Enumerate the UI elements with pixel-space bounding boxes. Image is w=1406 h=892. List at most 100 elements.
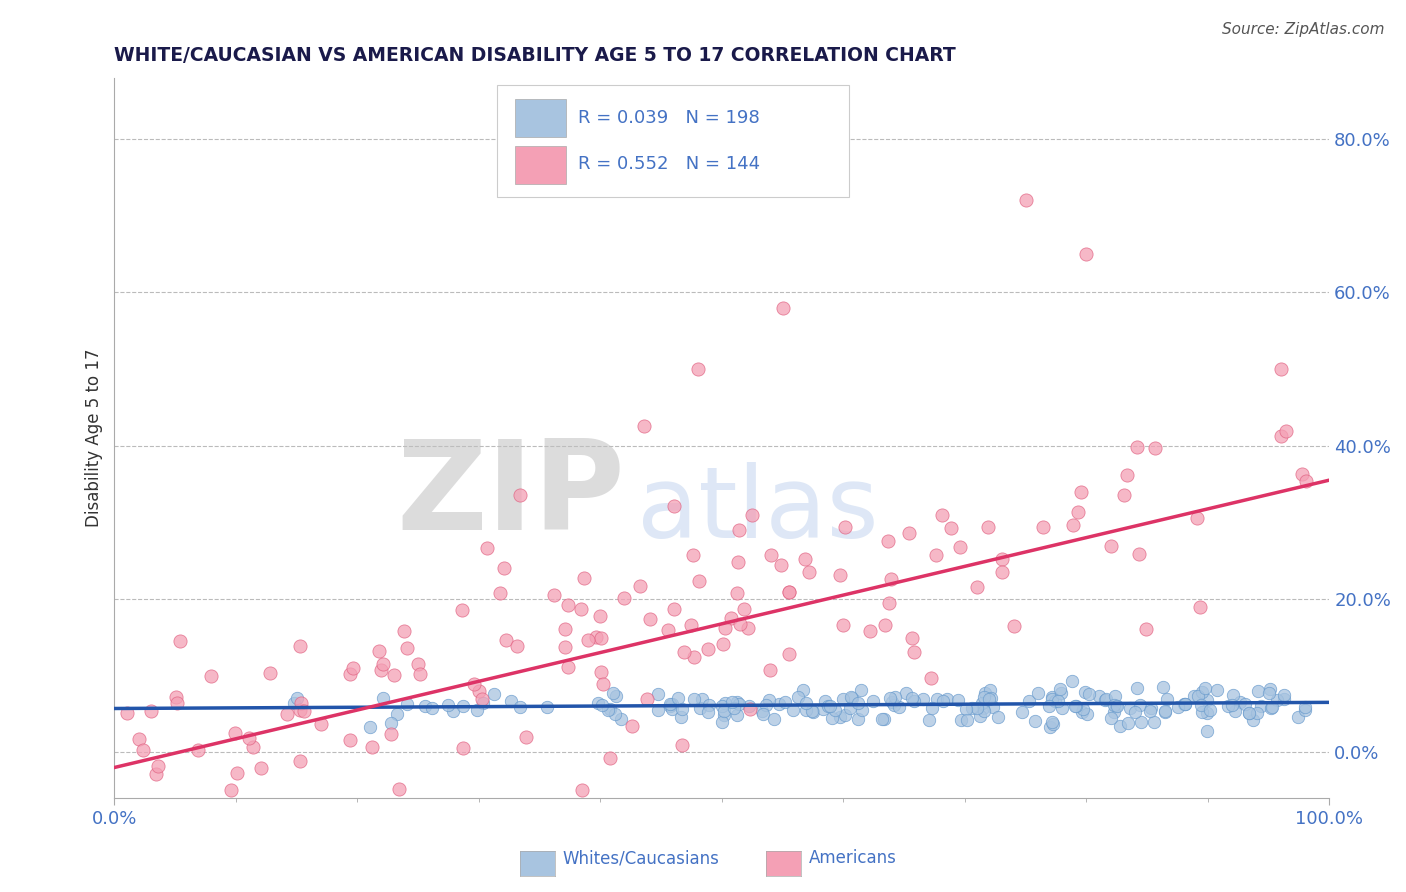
Point <box>436 698 458 712</box>
Point <box>903 645 925 659</box>
Point <box>972 700 994 714</box>
Point <box>1119 701 1142 715</box>
Point <box>574 571 596 585</box>
Point <box>501 694 523 708</box>
Point <box>139 704 162 718</box>
Point <box>759 663 782 677</box>
Point <box>711 698 734 713</box>
Point <box>339 667 361 681</box>
Point <box>509 488 531 502</box>
Point <box>482 687 505 701</box>
Point <box>380 715 402 730</box>
Point <box>889 699 911 714</box>
Point <box>620 718 643 732</box>
Point <box>285 691 308 706</box>
Point <box>1099 539 1122 553</box>
Text: Source: ZipAtlas.com: Source: ZipAtlas.com <box>1222 22 1385 37</box>
Point <box>636 692 658 706</box>
Point <box>862 694 884 708</box>
Point <box>1185 511 1208 525</box>
Point <box>1188 600 1211 615</box>
Point <box>471 692 494 706</box>
Point <box>876 534 898 549</box>
Point <box>145 767 167 781</box>
Point <box>585 630 607 644</box>
Point <box>292 704 315 718</box>
Point <box>1144 442 1167 456</box>
Point <box>846 712 869 726</box>
Point <box>672 645 695 659</box>
Point <box>794 551 817 566</box>
Point <box>1104 690 1126 704</box>
Point <box>1272 689 1295 703</box>
Point <box>465 703 488 717</box>
Point <box>169 634 191 648</box>
Point <box>1258 686 1281 700</box>
Point <box>955 702 977 716</box>
Point <box>661 702 683 716</box>
Point <box>451 740 474 755</box>
Point <box>382 667 405 681</box>
Point <box>932 694 955 708</box>
Point <box>515 731 537 745</box>
Point <box>686 362 709 376</box>
Point <box>723 700 745 714</box>
Point <box>557 659 579 673</box>
Point <box>657 624 679 638</box>
Point <box>763 712 786 726</box>
Point <box>1128 547 1150 561</box>
Point <box>879 691 901 706</box>
Point <box>536 699 558 714</box>
Point <box>1042 717 1064 731</box>
Point <box>1194 681 1216 696</box>
Point <box>219 783 242 797</box>
Point <box>679 617 702 632</box>
Point <box>385 706 408 721</box>
Point <box>671 701 693 715</box>
Point <box>605 689 627 703</box>
Point <box>983 700 1005 714</box>
Point <box>1099 711 1122 725</box>
Point <box>841 691 863 706</box>
Point <box>956 713 979 727</box>
Point <box>801 705 824 719</box>
Point <box>165 690 187 705</box>
Point <box>596 703 619 717</box>
Point <box>413 698 436 713</box>
Point <box>782 703 804 717</box>
Point <box>925 548 948 562</box>
Point <box>768 697 790 711</box>
Point <box>824 703 846 717</box>
Point <box>778 648 800 662</box>
Point <box>662 602 685 616</box>
Point <box>1191 698 1213 712</box>
Point <box>738 701 761 715</box>
Point <box>1167 699 1189 714</box>
Point <box>834 707 856 722</box>
Point <box>977 692 1000 706</box>
Point <box>1173 697 1195 711</box>
Point <box>1095 692 1118 706</box>
Point <box>589 665 612 679</box>
Point <box>737 621 759 635</box>
Point <box>225 766 247 780</box>
Point <box>489 586 512 600</box>
Point <box>1047 694 1070 708</box>
Point <box>1187 689 1209 703</box>
Point <box>659 697 682 711</box>
Point <box>409 667 432 681</box>
Point <box>769 558 792 573</box>
Point <box>794 703 817 717</box>
Point <box>166 696 188 710</box>
Point <box>224 726 246 740</box>
Point <box>259 665 281 680</box>
Point <box>1032 520 1054 534</box>
Point <box>633 418 655 433</box>
Point <box>1260 700 1282 714</box>
Point <box>800 704 823 718</box>
Point <box>543 588 565 602</box>
Point <box>817 698 839 713</box>
Point <box>920 671 942 685</box>
Point <box>569 602 592 616</box>
Point <box>728 616 751 631</box>
